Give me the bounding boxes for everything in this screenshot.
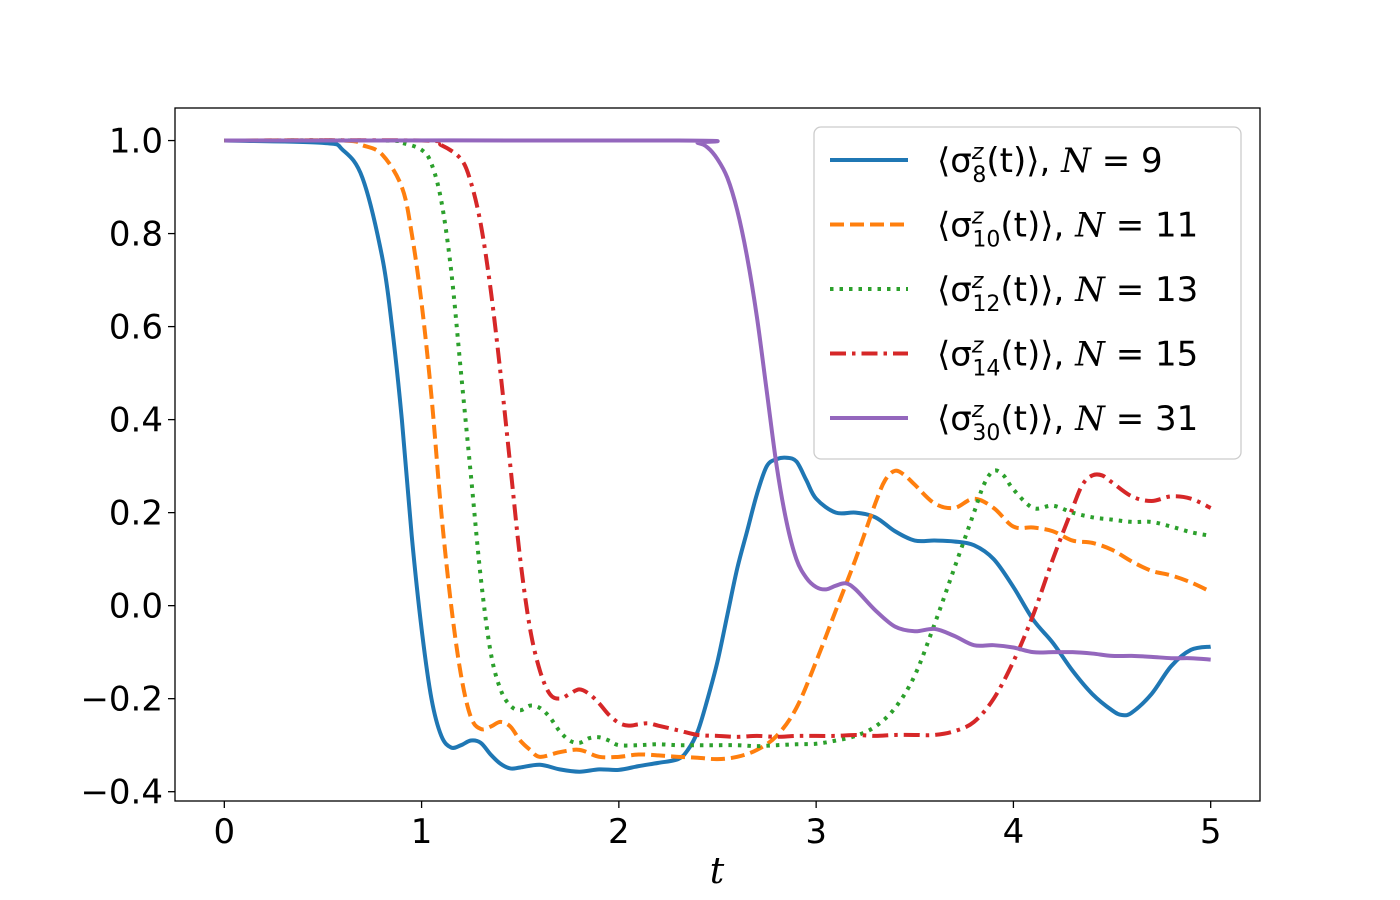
y-tick-label: 0.8 [109,215,163,255]
x-axis: 0 1 2 3 4 5 [213,801,1222,852]
series-line-2 [224,138,1212,762]
legend-label-5: ⟨σz 30(t)⟩, N = 31 [937,398,1198,446]
axes-frame [174,107,1261,802]
series-group [224,138,1212,774]
y-tick-label: −0.2 [80,680,163,720]
x-tick-label: 1 [411,812,433,852]
legend-box [813,126,1242,460]
y-tick-label: 0.0 [109,587,163,627]
y-tick-label: −0.4 [80,773,163,813]
y-tick-label: 0.6 [109,308,163,348]
legend-label-3: ⟨σz 12(t)⟩, N = 13 [937,269,1198,317]
y-tick-label: 0.2 [109,494,163,534]
y-axis: −0.4 −0.2 0.0 0.2 0.4 0.6 0.8 1.0 [80,122,175,813]
legend-label-4: ⟨σz 14(t)⟩, N = 15 [937,334,1198,382]
series-line-5 [224,138,1211,662]
x-tick-label: 2 [608,812,630,852]
x-tick-label: 4 [1003,812,1025,852]
x-tick-label: 3 [805,812,827,852]
y-tick-label: 1.0 [109,122,163,162]
x-tick-label: 0 [213,812,235,852]
series-line-3 [224,138,1212,749]
legend-label-2: ⟨σz 10(t)⟩, N = 11 [937,205,1198,253]
y-tick-label: 0.4 [109,401,163,441]
legend: ⟨σz 8(t)⟩, N = 9 ⟨σz 10(t)⟩, N = 11 ⟨σz 12(t)… [813,126,1242,460]
series-line-1 [224,138,1212,774]
x-tick-label: 5 [1200,812,1222,852]
legend-label-1: ⟨σz 8(t)⟩, N = 9 [937,140,1163,188]
series-line-4 [224,138,1212,739]
x-axis-label: t [710,851,725,892]
